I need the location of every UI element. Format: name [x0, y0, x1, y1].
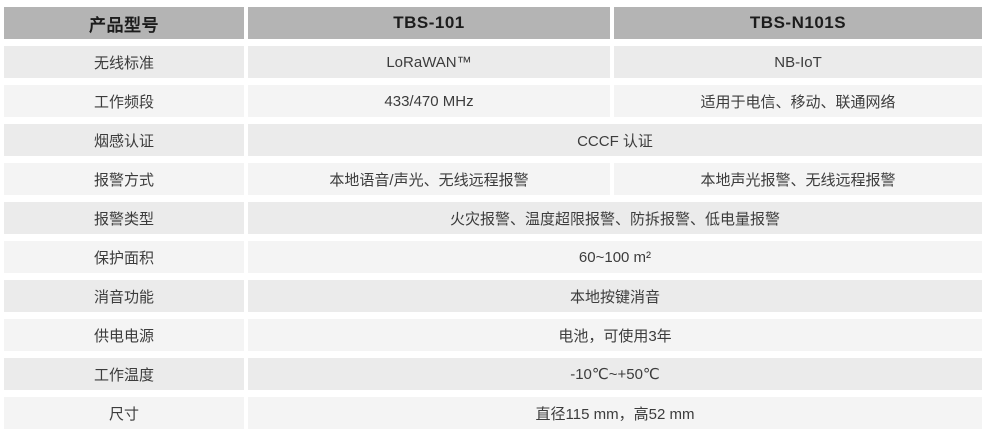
cell-value-tbsn101s: NB-IoT — [614, 46, 982, 78]
cell-value-merged: 火灾报警、温度超限报警、防拆报警、低电量报警 — [248, 202, 982, 234]
table-row-operating-temperature: 工作温度 -10℃~+50℃ — [4, 358, 982, 390]
row-label: 保护面积 — [4, 241, 244, 273]
header-product-model: 产品型号 — [4, 7, 244, 39]
header-tbs-n101s: TBS-N101S — [614, 7, 982, 39]
table-row-alarm-method: 报警方式 本地语音/声光、无线远程报警 本地声光报警、无线远程报警 — [4, 163, 982, 195]
table-row-frequency-band: 工作频段 433/470 MHz 适用于电信、移动、联通网络 — [4, 85, 982, 117]
row-label: 工作频段 — [4, 85, 244, 117]
cell-value-merged: 电池，可使用3年 — [248, 319, 982, 351]
row-label: 供电电源 — [4, 319, 244, 351]
table-header-row: 产品型号 TBS-101 TBS-N101S — [4, 7, 982, 39]
row-label: 消音功能 — [4, 280, 244, 312]
cell-value-tbsn101s: 本地声光报警、无线远程报警 — [614, 163, 982, 195]
cell-value-merged: 直径115 mm，高52 mm — [248, 397, 982, 429]
row-label: 报警方式 — [4, 163, 244, 195]
table-row-mute-function: 消音功能 本地按键消音 — [4, 280, 982, 312]
cell-value-merged: 60~100 m² — [248, 241, 982, 273]
cell-value-tbs101: 本地语音/声光、无线远程报警 — [248, 163, 610, 195]
table-row-wireless-standard: 无线标准 LoRaWAN™ NB-IoT — [4, 46, 982, 78]
table-row-power-supply: 供电电源 电池，可使用3年 — [4, 319, 982, 351]
row-label: 尺寸 — [4, 397, 244, 429]
row-label: 烟感认证 — [4, 124, 244, 156]
row-label: 报警类型 — [4, 202, 244, 234]
cell-value-merged: -10℃~+50℃ — [248, 358, 982, 390]
table-row-smoke-certification: 烟感认证 CCCF 认证 — [4, 124, 982, 156]
table-row-dimensions: 尺寸 直径115 mm，高52 mm — [4, 397, 982, 429]
cell-value-merged: CCCF 认证 — [248, 124, 982, 156]
cell-value-merged: 本地按键消音 — [248, 280, 982, 312]
row-label: 工作温度 — [4, 358, 244, 390]
row-label: 无线标准 — [4, 46, 244, 78]
table-row-protection-area: 保护面积 60~100 m² — [4, 241, 982, 273]
header-tbs-101: TBS-101 — [248, 7, 610, 39]
cell-value-tbsn101s: 适用于电信、移动、联通网络 — [614, 85, 982, 117]
cell-value-tbs101: 433/470 MHz — [248, 85, 610, 117]
table-row-alarm-type: 报警类型 火灾报警、温度超限报警、防拆报警、低电量报警 — [4, 202, 982, 234]
cell-value-tbs101: LoRaWAN™ — [248, 46, 610, 78]
